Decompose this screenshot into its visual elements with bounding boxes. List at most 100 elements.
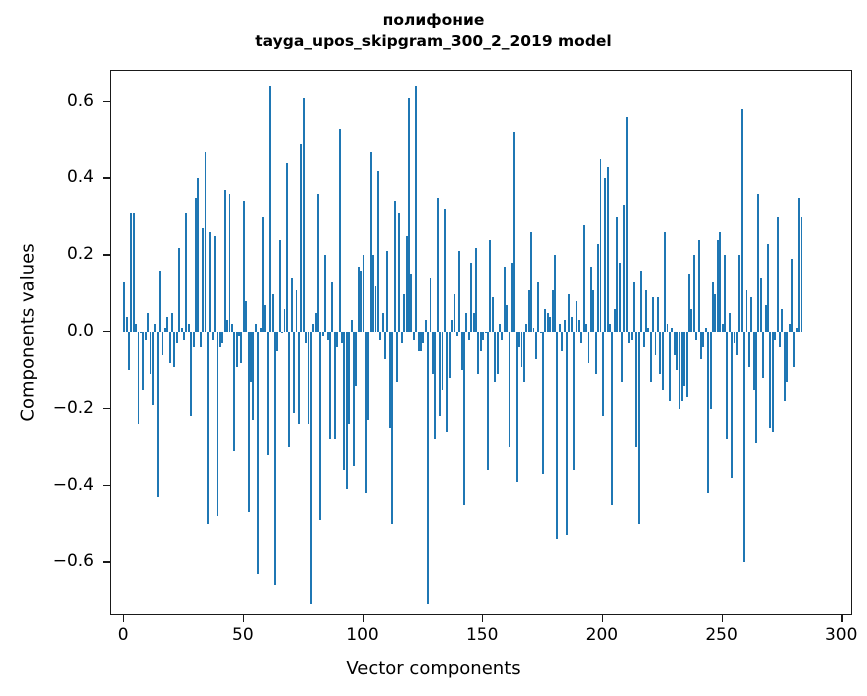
chart-title: полифоние tayga_upos_skipgram_300_2_2019…: [0, 10, 867, 52]
bar: [479, 331, 482, 352]
bar: [216, 331, 219, 517]
bar: [522, 331, 525, 382]
bar: [791, 259, 793, 332]
bar: [769, 331, 772, 428]
bar: [453, 293, 456, 332]
bar: [410, 274, 413, 332]
bar: [506, 305, 509, 332]
bar: [331, 282, 334, 332]
bar: [288, 331, 291, 448]
bar: [568, 293, 571, 332]
bar: [443, 209, 446, 332]
bar: [312, 324, 315, 332]
bar: [525, 324, 528, 332]
bar: [580, 331, 583, 344]
bar: [518, 331, 521, 348]
bar: [647, 328, 650, 332]
bar: [151, 331, 154, 405]
bar: [226, 320, 229, 332]
bar: [472, 312, 475, 332]
bar: [767, 243, 769, 332]
bar: [695, 331, 698, 340]
chart-title-line-1: полифоние: [382, 11, 485, 29]
y-tick-label: 0.4: [66, 167, 94, 188]
bar: [671, 328, 674, 332]
bar: [628, 331, 631, 344]
bar: [633, 282, 635, 332]
bar: [281, 331, 284, 333]
bar: [527, 289, 530, 332]
bar: [645, 289, 647, 332]
bar: [319, 331, 322, 521]
bar: [451, 320, 454, 332]
bar: [726, 331, 729, 440]
bar: [259, 328, 262, 332]
bar: [388, 331, 391, 428]
bar: [235, 331, 238, 367]
bar: [135, 324, 138, 332]
bar: [460, 331, 463, 371]
bar: [585, 324, 588, 332]
bar: [664, 232, 667, 332]
bar: [156, 331, 159, 498]
bar-series: [111, 71, 851, 614]
bar: [774, 331, 777, 340]
bar: [599, 159, 602, 332]
bar: [420, 331, 422, 352]
bar: [422, 331, 425, 344]
bar: [771, 331, 774, 432]
bar: [348, 331, 351, 425]
bar: [798, 197, 801, 332]
bar: [534, 331, 537, 359]
bar: [601, 331, 604, 417]
bar: [640, 270, 643, 332]
bar: [206, 331, 209, 524]
bar: [570, 316, 573, 332]
bar: [652, 297, 655, 332]
bar: [747, 331, 750, 367]
bar: [597, 243, 600, 332]
bar: [123, 282, 126, 332]
bar: [211, 331, 214, 340]
bar: [278, 239, 281, 332]
bar: [549, 316, 552, 332]
bar: [221, 331, 224, 344]
bar: [788, 324, 791, 332]
bar: [676, 331, 679, 371]
bar: [738, 255, 741, 332]
x-tick-label: 100: [346, 625, 379, 645]
bar: [381, 312, 384, 332]
bar: [142, 331, 145, 390]
bar: [463, 331, 465, 505]
bar: [721, 324, 724, 332]
bar: [441, 331, 444, 390]
chart-title-line-2: tayga_upos_skipgram_300_2_2019 model: [255, 32, 612, 50]
bar: [539, 331, 542, 333]
bar: [537, 282, 540, 332]
bar: [271, 293, 274, 332]
bar: [183, 331, 185, 340]
bar: [484, 331, 487, 333]
bar: [470, 262, 473, 332]
bar: [728, 312, 731, 332]
bar: [697, 239, 700, 332]
bar: [317, 193, 319, 332]
bar: [546, 312, 549, 332]
bar: [338, 128, 341, 332]
bar: [214, 236, 217, 332]
bar: [329, 331, 331, 440]
bar: [341, 331, 343, 344]
y-tick-label: −0.6: [52, 551, 94, 572]
bar: [611, 331, 614, 505]
bar: [465, 312, 468, 332]
bar: [477, 331, 480, 375]
bar: [439, 331, 442, 417]
bar: [735, 331, 738, 355]
y-axis-label: Components values: [17, 243, 39, 422]
bar: [187, 324, 190, 332]
bar: [712, 282, 714, 332]
bar: [391, 331, 394, 524]
bar: [795, 328, 798, 332]
x-tick-label: 0: [117, 625, 129, 645]
bar: [532, 328, 535, 332]
